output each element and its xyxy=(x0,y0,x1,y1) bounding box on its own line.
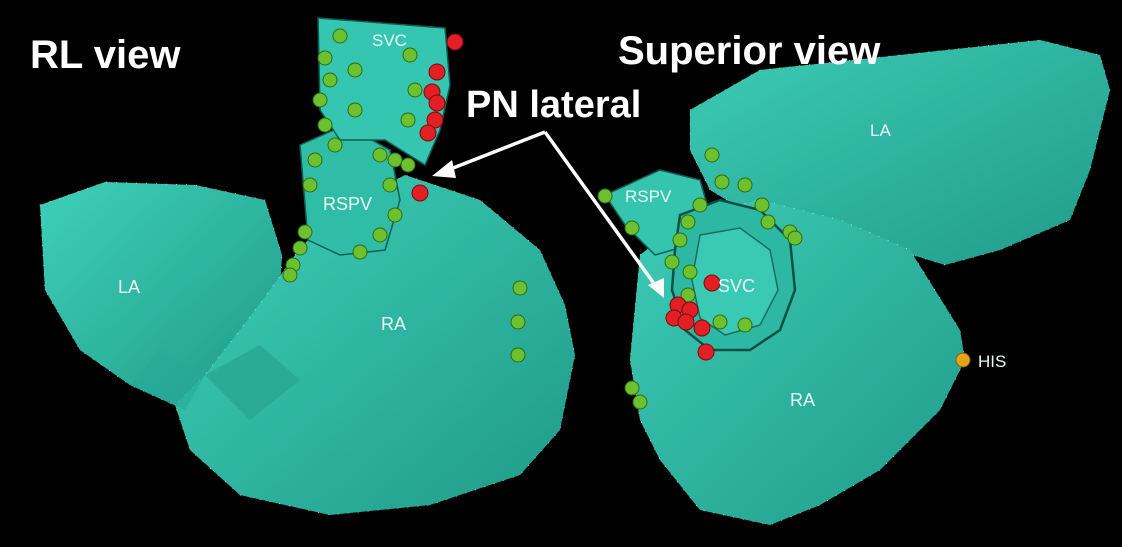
left-svc-label: SVC xyxy=(372,31,407,50)
ablation-point xyxy=(672,232,688,248)
ablation-point xyxy=(347,62,363,78)
phrenic-point xyxy=(411,184,429,202)
ablation-point xyxy=(297,224,313,240)
callout-arrow-right xyxy=(543,130,657,287)
ablation-point xyxy=(312,92,328,108)
superior-view-title: Superior view xyxy=(618,29,881,73)
ablation-point xyxy=(787,230,803,246)
right-phrenic-markers xyxy=(665,274,721,361)
left-la-label: LA xyxy=(118,277,140,297)
ablation-point xyxy=(737,317,753,333)
phrenic-point xyxy=(419,124,437,142)
phrenic-point xyxy=(428,94,446,112)
ablation-point xyxy=(624,380,640,396)
rl-view-title: RL view xyxy=(30,33,181,77)
surface-facet xyxy=(205,345,300,420)
ablation-point xyxy=(512,280,528,296)
ablation-point xyxy=(400,157,416,173)
his-bundle-point xyxy=(955,352,971,368)
phrenic-point xyxy=(697,343,715,361)
ablation-point xyxy=(307,152,323,168)
ablation-point xyxy=(712,314,728,330)
right-ra-label: RA xyxy=(790,390,815,410)
ablation-point xyxy=(682,264,698,280)
phrenic-point xyxy=(428,63,446,81)
left-atrium-shape xyxy=(39,181,283,411)
arrowhead-right-icon xyxy=(648,278,664,298)
ablation-point xyxy=(382,177,398,193)
ablation-point xyxy=(597,188,613,204)
ablation-point xyxy=(624,220,640,236)
rl-view-panel: RL view SVC RSPV LA RA xyxy=(30,17,576,516)
ablation-point xyxy=(302,177,318,193)
ablation-point xyxy=(754,197,770,213)
pn-lateral-label: PN lateral xyxy=(466,84,641,126)
left-ra-label: RA xyxy=(381,314,406,334)
ablation-point xyxy=(400,112,416,128)
phrenic-point xyxy=(677,313,695,331)
ablation-point xyxy=(632,394,648,410)
ablation-point xyxy=(680,214,696,230)
ablation-point xyxy=(292,240,308,256)
ablation-point xyxy=(322,72,338,88)
ablation-point xyxy=(282,267,298,283)
callout-arrow-left xyxy=(447,130,546,172)
pn-lateral-callout: PN lateral xyxy=(432,84,664,298)
ablation-point xyxy=(372,147,388,163)
ablation-point xyxy=(407,82,423,98)
ablation-point xyxy=(317,50,333,66)
ablation-point xyxy=(317,117,333,133)
his-label: HIS xyxy=(978,352,1006,371)
ablation-point xyxy=(387,152,403,168)
right-ablation-markers xyxy=(597,147,803,410)
ablation-point xyxy=(664,254,680,270)
superior-view-panel: Superior view LA RSPV SVC RA HIS xyxy=(597,29,1111,526)
ablation-point xyxy=(372,227,388,243)
left-rspv-label: RSPV xyxy=(323,194,372,214)
ablation-point xyxy=(402,47,418,63)
ablation-point xyxy=(510,347,526,363)
ablation-point xyxy=(510,314,526,330)
phrenic-point xyxy=(703,274,721,292)
surface-facet xyxy=(130,350,205,410)
phrenic-point xyxy=(446,33,464,51)
right-svc-label: SVC xyxy=(718,276,755,296)
left-phrenic-markers xyxy=(411,33,464,202)
phrenic-point xyxy=(426,111,444,129)
ablation-point xyxy=(704,147,720,163)
left-ablation-markers xyxy=(282,28,528,363)
ablation-point xyxy=(332,28,348,44)
right-rspv-label: RSPV xyxy=(625,187,672,206)
ablation-point xyxy=(347,102,363,118)
ablation-point xyxy=(737,177,753,193)
ablation-point xyxy=(387,207,403,223)
right-la-label: LA xyxy=(870,121,891,140)
ablation-point xyxy=(352,244,368,260)
ablation-point xyxy=(760,214,776,230)
ablation-point xyxy=(692,197,708,213)
phrenic-point xyxy=(693,319,711,337)
ablation-point xyxy=(327,137,343,153)
arrowhead-left-icon xyxy=(432,160,456,178)
ablation-point xyxy=(714,174,730,190)
right-atrium-shape xyxy=(174,174,576,516)
